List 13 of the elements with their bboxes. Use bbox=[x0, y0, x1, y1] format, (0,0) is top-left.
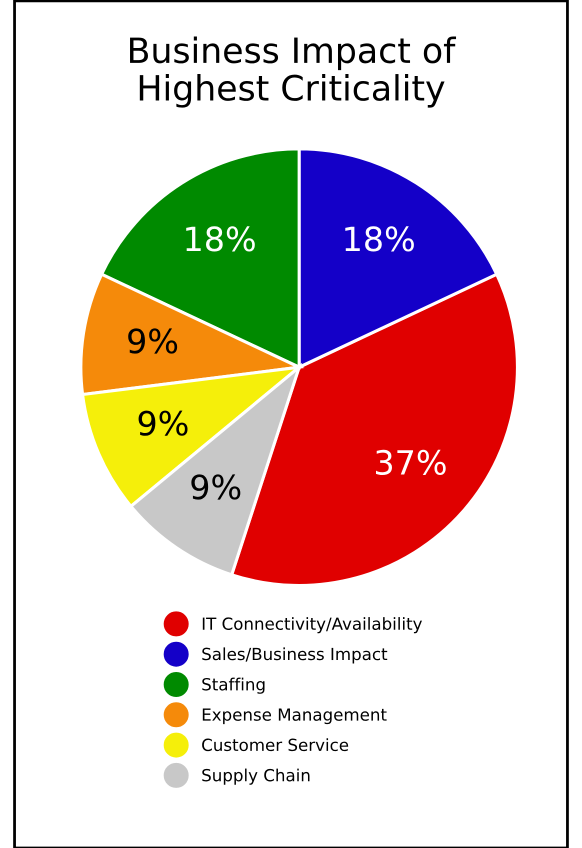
data-label: 18% bbox=[345, 226, 414, 252]
data-label: 37% bbox=[376, 450, 446, 476]
legend-label: Customer Service bbox=[202, 738, 348, 752]
data-label: 9% bbox=[138, 410, 188, 436]
data-label: 9% bbox=[191, 474, 240, 500]
chart-title: Business Impact of Highest Criticality bbox=[130, 36, 456, 108]
data-label: 18% bbox=[186, 226, 255, 252]
legend-label: Supply Chain bbox=[202, 768, 310, 785]
data-label: 9% bbox=[128, 328, 178, 354]
legend-label: Sales/Business Impact bbox=[202, 647, 388, 664]
legend-label: Expense Management bbox=[202, 708, 387, 724]
legend-label: IT Connectivity/Availability bbox=[202, 617, 422, 634]
legend-label: Staffing bbox=[202, 678, 265, 694]
